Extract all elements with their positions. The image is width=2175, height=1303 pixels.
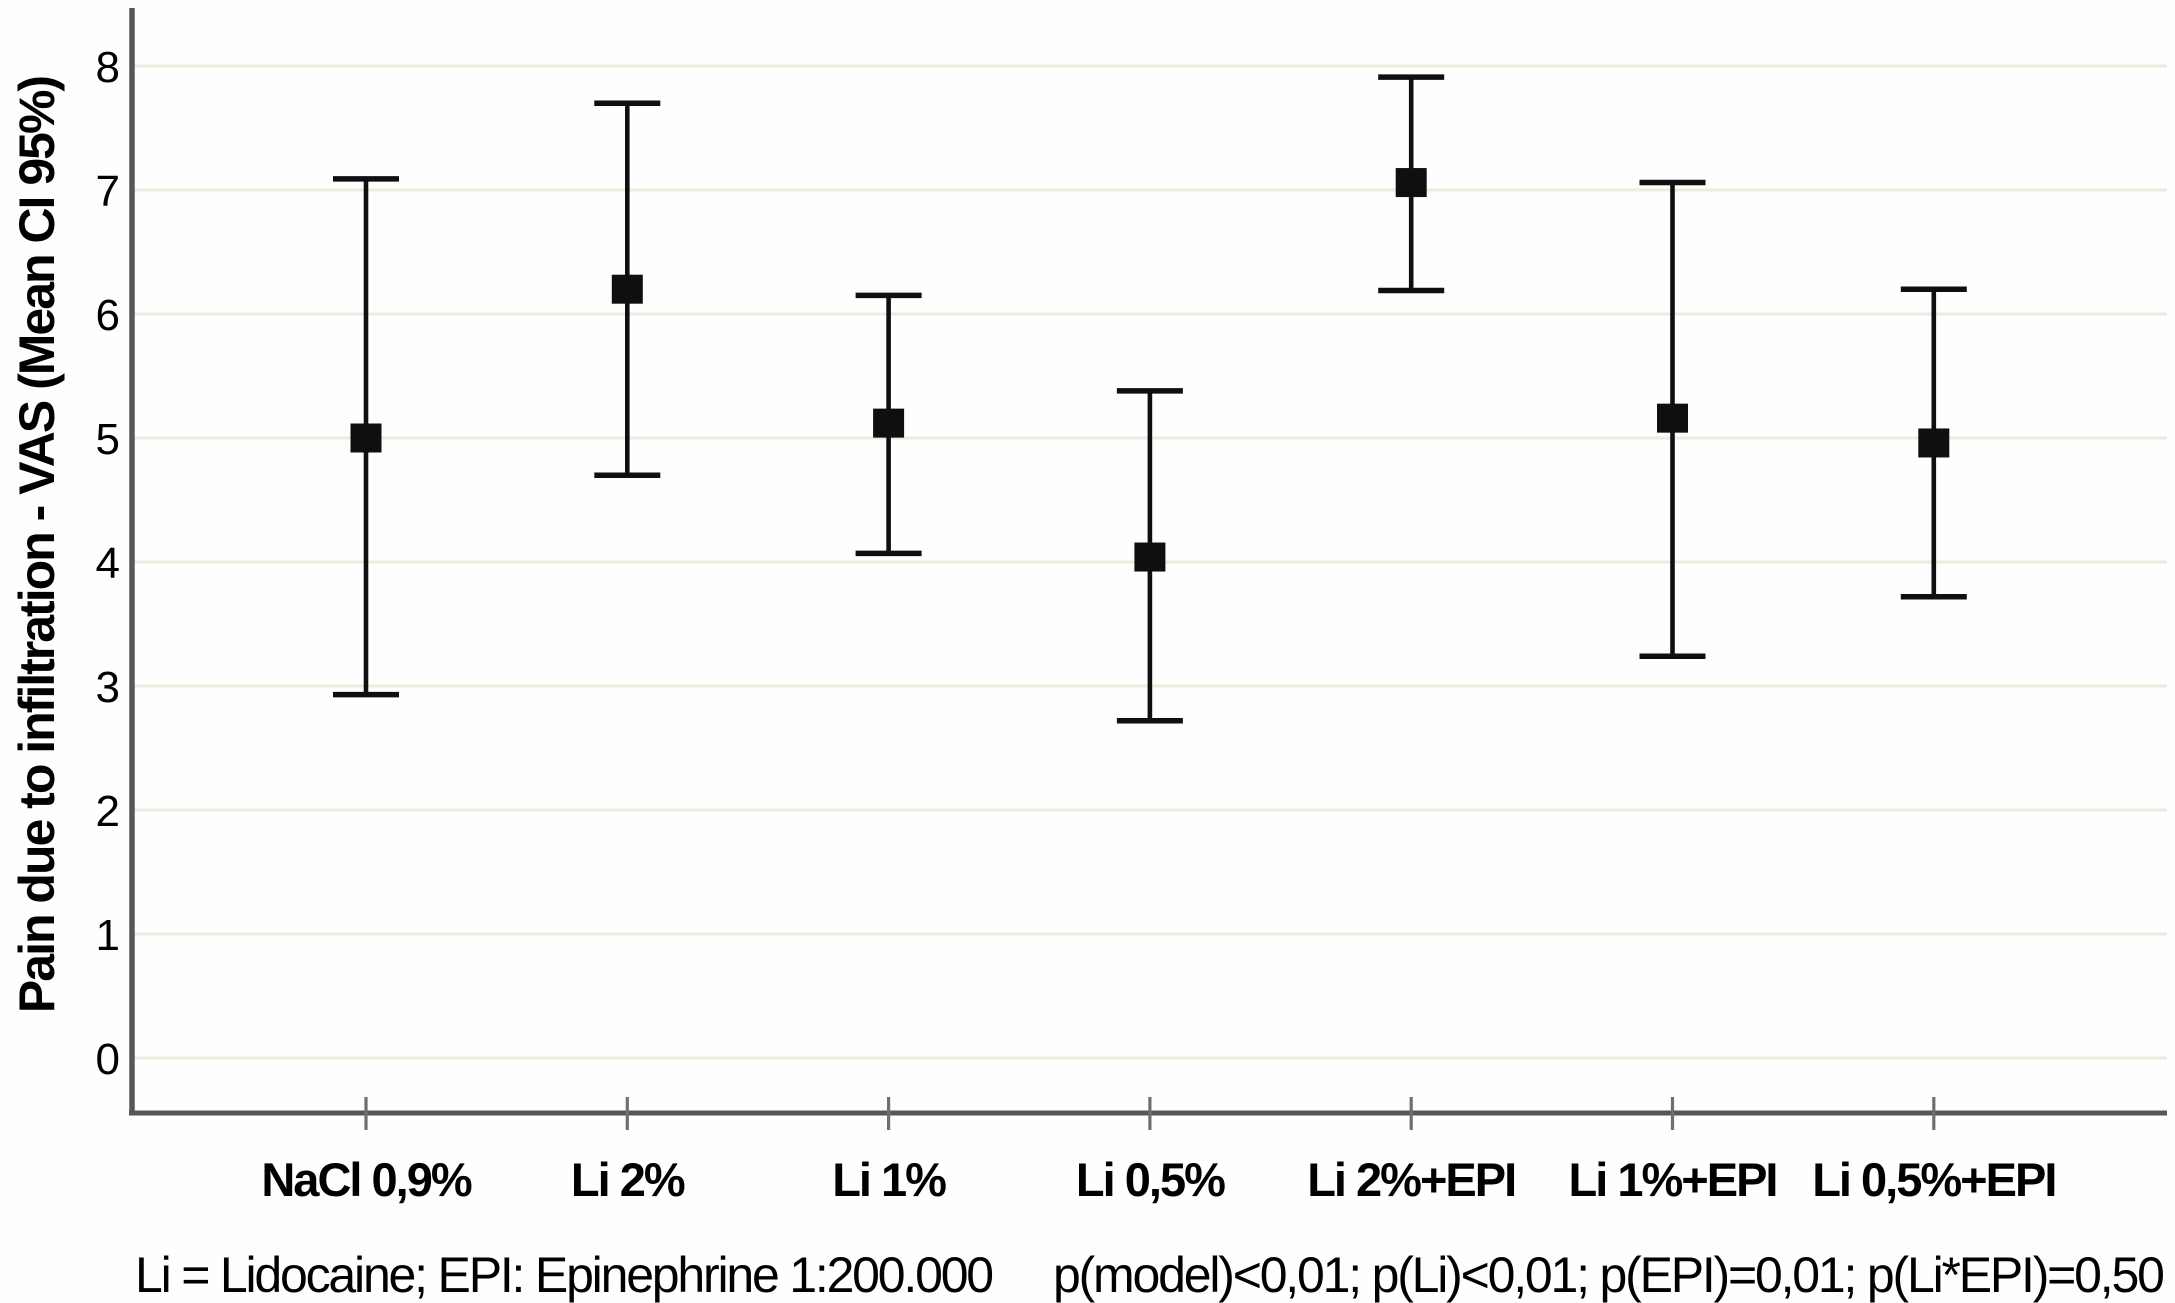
mean-marker-3 bbox=[873, 408, 905, 438]
y-tick-label-2: 2 bbox=[96, 787, 120, 836]
mean-marker-5 bbox=[1395, 168, 1427, 198]
x-category-label-3: Li 1% bbox=[832, 1153, 946, 1206]
mean-marker-6 bbox=[1657, 403, 1688, 433]
x-category-label-2: Li 2% bbox=[571, 1153, 685, 1206]
y-tick-label-7: 7 bbox=[96, 167, 120, 216]
x-category-label-7: Li 0,5%+EPI bbox=[1812, 1153, 2055, 1206]
y-tick-label-3: 3 bbox=[96, 663, 120, 712]
mean-marker-2 bbox=[611, 274, 643, 304]
x-category-label-1: NaCl 0,9% bbox=[261, 1153, 471, 1206]
y-tick-label-8: 8 bbox=[96, 43, 120, 92]
y-tick-label-0: 0 bbox=[96, 1035, 120, 1084]
mean-marker-4 bbox=[1134, 542, 1166, 572]
y-tick-label-4: 4 bbox=[96, 539, 120, 588]
x-category-label-6: Li 1%+EPI bbox=[1569, 1153, 1777, 1206]
x-category-label-4: Li 0,5% bbox=[1076, 1153, 1225, 1206]
y-tick-label-6: 6 bbox=[96, 291, 120, 340]
footnote-abbreviations: Li = Lidocaine; EPI: Epinephrine 1:200.0… bbox=[135, 1247, 994, 1303]
y-tick-label-5: 5 bbox=[96, 415, 120, 464]
y-tick-label-1: 1 bbox=[96, 911, 120, 960]
footnote-pvalues: p(model)<0,01; p(Li)<0,01; p(EPI)=0,01; … bbox=[1053, 1247, 2165, 1303]
y-axis-title: Pain due to infiltration - VAS (Mean CI … bbox=[9, 76, 65, 1014]
x-category-label-5: Li 2%+EPI bbox=[1307, 1153, 1515, 1206]
mean-marker-1 bbox=[350, 423, 382, 453]
mean-marker-7 bbox=[1918, 428, 1950, 458]
